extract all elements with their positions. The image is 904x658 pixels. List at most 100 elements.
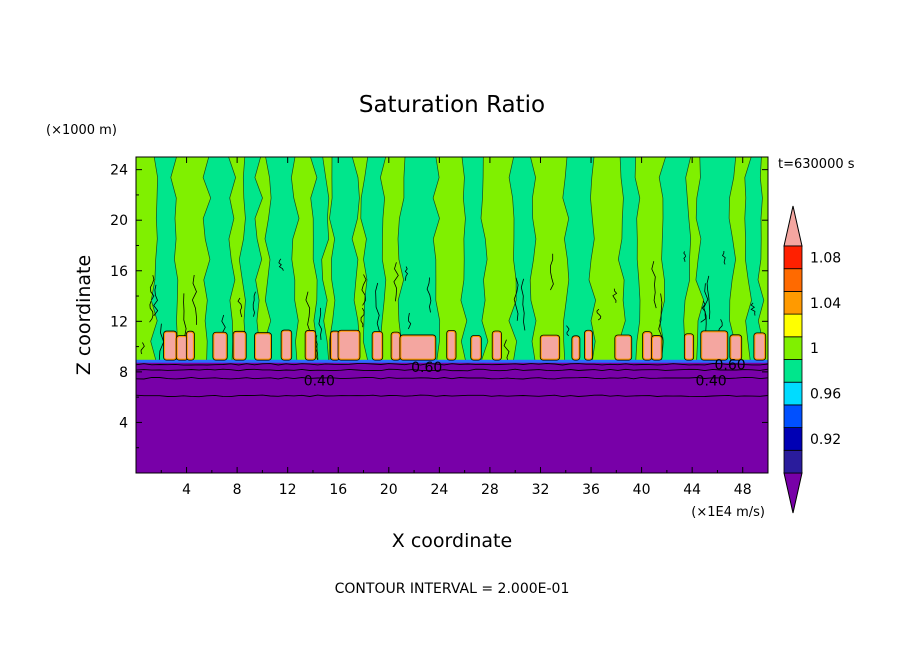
- contour-label: 0.40: [304, 374, 335, 390]
- cloud-cell: [685, 335, 693, 359]
- y-tick-label: 16: [110, 264, 128, 280]
- colorbar-swatch: [783, 359, 803, 383]
- contour-line: [136, 394, 768, 398]
- y-tick-label: 4: [119, 415, 128, 431]
- contour-squiggle: [252, 291, 256, 317]
- contour-squiggle: [566, 325, 570, 337]
- cloud-cell: [234, 332, 245, 359]
- y-tick-label: 12: [110, 314, 128, 330]
- cloud-cell: [331, 332, 339, 359]
- contour-squiggle: [520, 278, 526, 331]
- x-tick-label: 12: [279, 482, 297, 498]
- cloud-cell: [541, 336, 559, 359]
- contour-squiggle: [140, 342, 145, 355]
- cloud-cell: [392, 333, 399, 359]
- contour-squiggle: [237, 297, 243, 318]
- contour-line: [136, 363, 768, 366]
- contour-label: 0.60: [411, 360, 442, 376]
- contour-line: [136, 376, 768, 380]
- cloud-cell: [373, 333, 382, 359]
- cloud-cell: [472, 336, 480, 359]
- y-axis-label: Z coordinate: [73, 255, 95, 375]
- contour-squiggle: [683, 251, 686, 262]
- colorbar: 0.92 0.96 1 1.04 1.08: [783, 205, 841, 514]
- cloud-cell: [282, 331, 291, 359]
- contour-squiggle: [703, 283, 709, 333]
- x-tick-label: 4: [182, 482, 191, 498]
- colorbar-label: 1: [810, 341, 819, 357]
- x-tick-label: 40: [633, 482, 651, 498]
- x-tick-label: 24: [430, 482, 448, 498]
- contour-squiggle: [612, 288, 618, 303]
- cloud-cell: [755, 334, 765, 359]
- contour-squiggle: [191, 274, 197, 325]
- cloud-cell: [214, 333, 226, 359]
- cloud-cell: [339, 331, 359, 359]
- cloud-cell: [493, 332, 501, 359]
- contour-squiggle: [426, 277, 432, 313]
- contour-squiggle: [550, 253, 554, 291]
- colorbar-swatch: [783, 381, 803, 406]
- contour-squiggle: [360, 307, 365, 328]
- colorbar-max-arrow: [783, 205, 803, 247]
- cloud-cell: [187, 332, 193, 359]
- cloud-cell: [585, 331, 592, 359]
- plot-area: 0.400.600.400.60: [136, 157, 768, 473]
- x-tick-label: 20: [380, 482, 398, 498]
- cloud-cell: [165, 332, 176, 359]
- contour-squiggle: [149, 275, 155, 301]
- cloud-cell: [401, 336, 435, 359]
- y-axis: 4 8 12 16 20 24: [110, 163, 768, 449]
- lower-dry-layer: [136, 361, 768, 473]
- colorbar-swatch: [783, 404, 803, 428]
- x-axis: 4 8 12 16 20 24 28 32 36 40 44 48: [160, 157, 752, 498]
- cloud-cell: [177, 337, 187, 359]
- x-tick-label: 48: [734, 482, 752, 498]
- x-unit-label: (×1E4 m/s): [691, 505, 765, 520]
- colorbar-label: 1.04: [810, 296, 841, 312]
- cloud-cell: [256, 334, 270, 359]
- colorbar-label: 1.08: [810, 250, 841, 266]
- cloud-cell: [702, 332, 727, 359]
- contour-squiggle: [153, 284, 159, 317]
- plot-frame: [135, 156, 769, 474]
- contour-squiggle: [361, 274, 367, 306]
- contour-squiggle: [278, 258, 284, 271]
- colorbar-swatch: [783, 427, 803, 451]
- y-unit-label: (×1000 m): [46, 123, 117, 138]
- cloud-cell: [573, 337, 579, 359]
- contour-squiggle: [750, 302, 756, 316]
- y-tick-label: 20: [110, 213, 128, 229]
- cloud-cell: [652, 337, 661, 359]
- contour-squiggle: [149, 301, 154, 323]
- cloud-cell: [616, 336, 631, 359]
- x-tick-label: 16: [329, 482, 347, 498]
- contour-squiggle: [375, 282, 380, 332]
- x-tick-label: 32: [532, 482, 550, 498]
- time-label: t=630000 s: [778, 157, 855, 172]
- transition-band: [136, 359, 768, 363]
- colorbar-swatch: [783, 336, 803, 360]
- x-tick-label: 28: [481, 482, 499, 498]
- contour-label: 0.40: [696, 374, 727, 390]
- y-tick-label: 24: [110, 163, 128, 179]
- cloud-cell: [731, 336, 741, 359]
- contour-interval-footer: CONTOUR INTERVAL = 2.000E-01: [335, 581, 570, 597]
- colorbar-swatch: [783, 290, 803, 315]
- colorbar-swatch: [783, 449, 803, 474]
- colorbar-swatch: [783, 268, 803, 292]
- moist-column: [397, 157, 441, 363]
- colorbar-label: 0.96: [810, 387, 841, 403]
- contour-label: 0.60: [714, 357, 745, 373]
- colorbar-swatch: [783, 313, 803, 338]
- contour-squiggle: [404, 266, 409, 281]
- colorbar-min-arrow: [783, 472, 803, 514]
- colorbar-label: 0.92: [810, 432, 841, 448]
- x-tick-label: 8: [233, 482, 242, 498]
- contour-squiggle: [596, 308, 602, 321]
- contour-squiggle: [706, 275, 711, 320]
- contour-squiggle: [513, 277, 519, 321]
- y-tick-label: 8: [119, 365, 128, 381]
- contour-line: [136, 368, 768, 372]
